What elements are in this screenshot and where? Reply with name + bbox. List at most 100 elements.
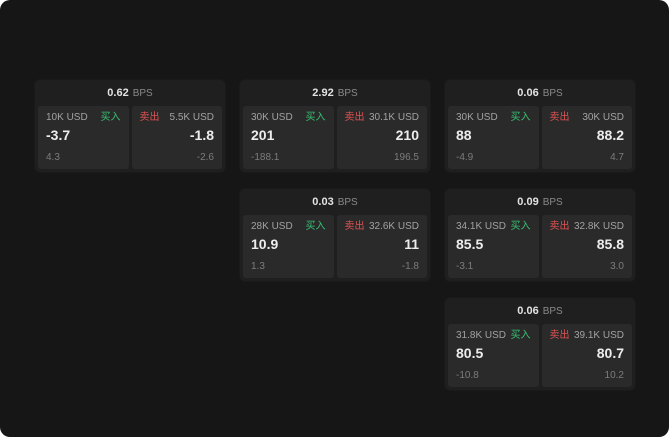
quote-card-grid: 0.62 BPS 10K USD 买入 -3.7 4.3 卖出 5.5K USD: [35, 80, 635, 390]
buy-sub-value: -3.1: [456, 261, 474, 272]
card-body: 31.8K USD 买入 80.5 -10.8 卖出 39.1K USD 80.…: [445, 324, 635, 390]
buy-badge: 买入: [305, 112, 326, 123]
sell-sub-value: -2.6: [196, 152, 214, 163]
sell-panel[interactable]: 卖出 30.1K USD 210 196.5: [336, 106, 427, 169]
bps-label: BPS: [542, 87, 563, 99]
buy-price: 88: [456, 127, 472, 143]
buy-badge: 买入: [100, 112, 121, 123]
sell-panel-top: 卖出 39.1K USD: [550, 330, 625, 342]
buy-price: 201: [251, 127, 275, 143]
bps-value: 2.92: [312, 87, 334, 99]
buy-sub-value: 4.3: [46, 152, 60, 163]
sell-amount: 32.8K USD: [573, 221, 624, 232]
sell-price: 85.8: [596, 236, 624, 252]
sell-panel-top: 卖出 32.6K USD: [345, 221, 420, 233]
buy-panel-top: 30K USD 买入: [251, 112, 326, 124]
buy-amount: 28K USD: [251, 221, 293, 232]
buy-panel-top: 28K USD 买入: [251, 221, 326, 233]
sell-sub-value: 4.7: [610, 152, 624, 163]
sell-panel[interactable]: 卖出 5.5K USD -1.8 -2.6: [131, 106, 222, 169]
bps-value: 0.62: [107, 87, 129, 99]
sell-badge: 卖出: [549, 330, 570, 341]
quote-card: 0.09 BPS 34.1K USD 买入 85.5 -3.1 卖出 32.8K…: [445, 189, 635, 281]
sell-badge: 卖出: [344, 112, 365, 123]
buy-panel[interactable]: 10K USD 买入 -3.7 4.3: [38, 106, 129, 169]
sell-panel-top: 卖出 30K USD: [550, 112, 625, 124]
sell-panel[interactable]: 卖出 39.1K USD 80.7 10.2: [541, 324, 632, 387]
sell-amount: 5.5K USD: [169, 112, 214, 123]
card-header: 0.06 BPS: [445, 298, 635, 324]
sell-price: 11: [404, 236, 419, 252]
sell-price: 80.7: [596, 345, 624, 361]
sell-badge: 卖出: [344, 221, 365, 232]
quote-card: 0.06 BPS 31.8K USD 买入 80.5 -10.8 卖出 39.1…: [445, 298, 635, 390]
buy-panel[interactable]: 30K USD 买入 88 -4.9: [448, 106, 539, 169]
sell-price: -1.8: [189, 127, 214, 143]
card-body: 34.1K USD 买入 85.5 -3.1 卖出 32.8K USD 85.8…: [445, 215, 635, 281]
buy-sub-value: -188.1: [251, 152, 280, 163]
sell-sub-value: 3.0: [610, 261, 624, 272]
buy-badge: 买入: [305, 221, 326, 232]
buy-price: 85.5: [456, 236, 484, 252]
buy-amount: 30K USD: [251, 112, 293, 123]
buy-badge: 买入: [510, 330, 531, 341]
card-header: 0.62 BPS: [35, 80, 225, 106]
bps-value: 0.06: [517, 87, 539, 99]
bps-label: BPS: [542, 196, 563, 208]
sell-panel-top: 卖出 5.5K USD: [140, 112, 215, 124]
sell-badge: 卖出: [549, 221, 570, 232]
buy-amount: 30K USD: [456, 112, 498, 123]
bps-label: BPS: [132, 87, 153, 99]
sell-amount: 32.6K USD: [368, 221, 419, 232]
buy-sub-value: -10.8: [456, 370, 479, 381]
card-body: 30K USD 买入 88 -4.9 卖出 30K USD 88.2 4.7: [445, 106, 635, 172]
sell-sub-value: 10.2: [604, 370, 624, 381]
sell-amount: 30K USD: [582, 112, 624, 123]
buy-price: 80.5: [456, 345, 484, 361]
buy-panel[interactable]: 30K USD 买入 201 -188.1: [243, 106, 334, 169]
card-header: 2.92 BPS: [240, 80, 430, 106]
sell-amount: 39.1K USD: [573, 330, 624, 341]
buy-amount: 10K USD: [46, 112, 88, 123]
bps-label: BPS: [337, 87, 358, 99]
sell-panel-top: 卖出 30.1K USD: [345, 112, 420, 124]
buy-panel-top: 30K USD 买入: [456, 112, 531, 124]
card-header: 0.03 BPS: [240, 189, 430, 215]
bps-value: 0.03: [312, 196, 334, 208]
sell-amount: 30.1K USD: [368, 112, 419, 123]
sell-panel[interactable]: 卖出 32.6K USD 11 -1.8: [336, 215, 427, 278]
bps-label: BPS: [542, 305, 563, 317]
card-body: 10K USD 买入 -3.7 4.3 卖出 5.5K USD -1.8 -2.…: [35, 106, 225, 172]
quote-card: 0.06 BPS 30K USD 买入 88 -4.9 卖出 30K USD: [445, 80, 635, 172]
buy-badge: 买入: [510, 221, 531, 232]
buy-price: -3.7: [46, 127, 71, 143]
buy-sub-value: -4.9: [456, 152, 474, 163]
sell-panel-top: 卖出 32.8K USD: [550, 221, 625, 233]
sell-price: 210: [395, 127, 419, 143]
buy-panel[interactable]: 34.1K USD 买入 85.5 -3.1: [448, 215, 539, 278]
sell-badge: 卖出: [549, 112, 570, 123]
buy-panel[interactable]: 28K USD 买入 10.9 1.3: [243, 215, 334, 278]
buy-amount: 31.8K USD: [456, 330, 507, 341]
bps-value: 0.09: [517, 196, 539, 208]
card-body: 30K USD 买入 201 -188.1 卖出 30.1K USD 210 1…: [240, 106, 430, 172]
buy-badge: 买入: [510, 112, 531, 123]
sell-badge: 卖出: [139, 112, 160, 123]
buy-panel[interactable]: 31.8K USD 买入 80.5 -10.8: [448, 324, 539, 387]
quote-card: 0.03 BPS 28K USD 买入 10.9 1.3 卖出 32.6K US…: [240, 189, 430, 281]
card-header: 0.09 BPS: [445, 189, 635, 215]
buy-panel-top: 10K USD 买入: [46, 112, 121, 124]
buy-panel-top: 31.8K USD 买入: [456, 330, 531, 342]
sell-panel[interactable]: 卖出 30K USD 88.2 4.7: [541, 106, 632, 169]
card-header: 0.06 BPS: [445, 80, 635, 106]
bps-value: 0.06: [517, 305, 539, 317]
sell-sub-value: -1.8: [401, 261, 419, 272]
quote-card: 0.62 BPS 10K USD 买入 -3.7 4.3 卖出 5.5K USD: [35, 80, 225, 172]
buy-price: 10.9: [251, 236, 279, 252]
sell-panel[interactable]: 卖出 32.8K USD 85.8 3.0: [541, 215, 632, 278]
buy-panel-top: 34.1K USD 买入: [456, 221, 531, 233]
card-body: 28K USD 买入 10.9 1.3 卖出 32.6K USD 11 -1.8: [240, 215, 430, 281]
bps-label: BPS: [337, 196, 358, 208]
quote-card: 2.92 BPS 30K USD 买入 201 -188.1 卖出 30.1K …: [240, 80, 430, 172]
